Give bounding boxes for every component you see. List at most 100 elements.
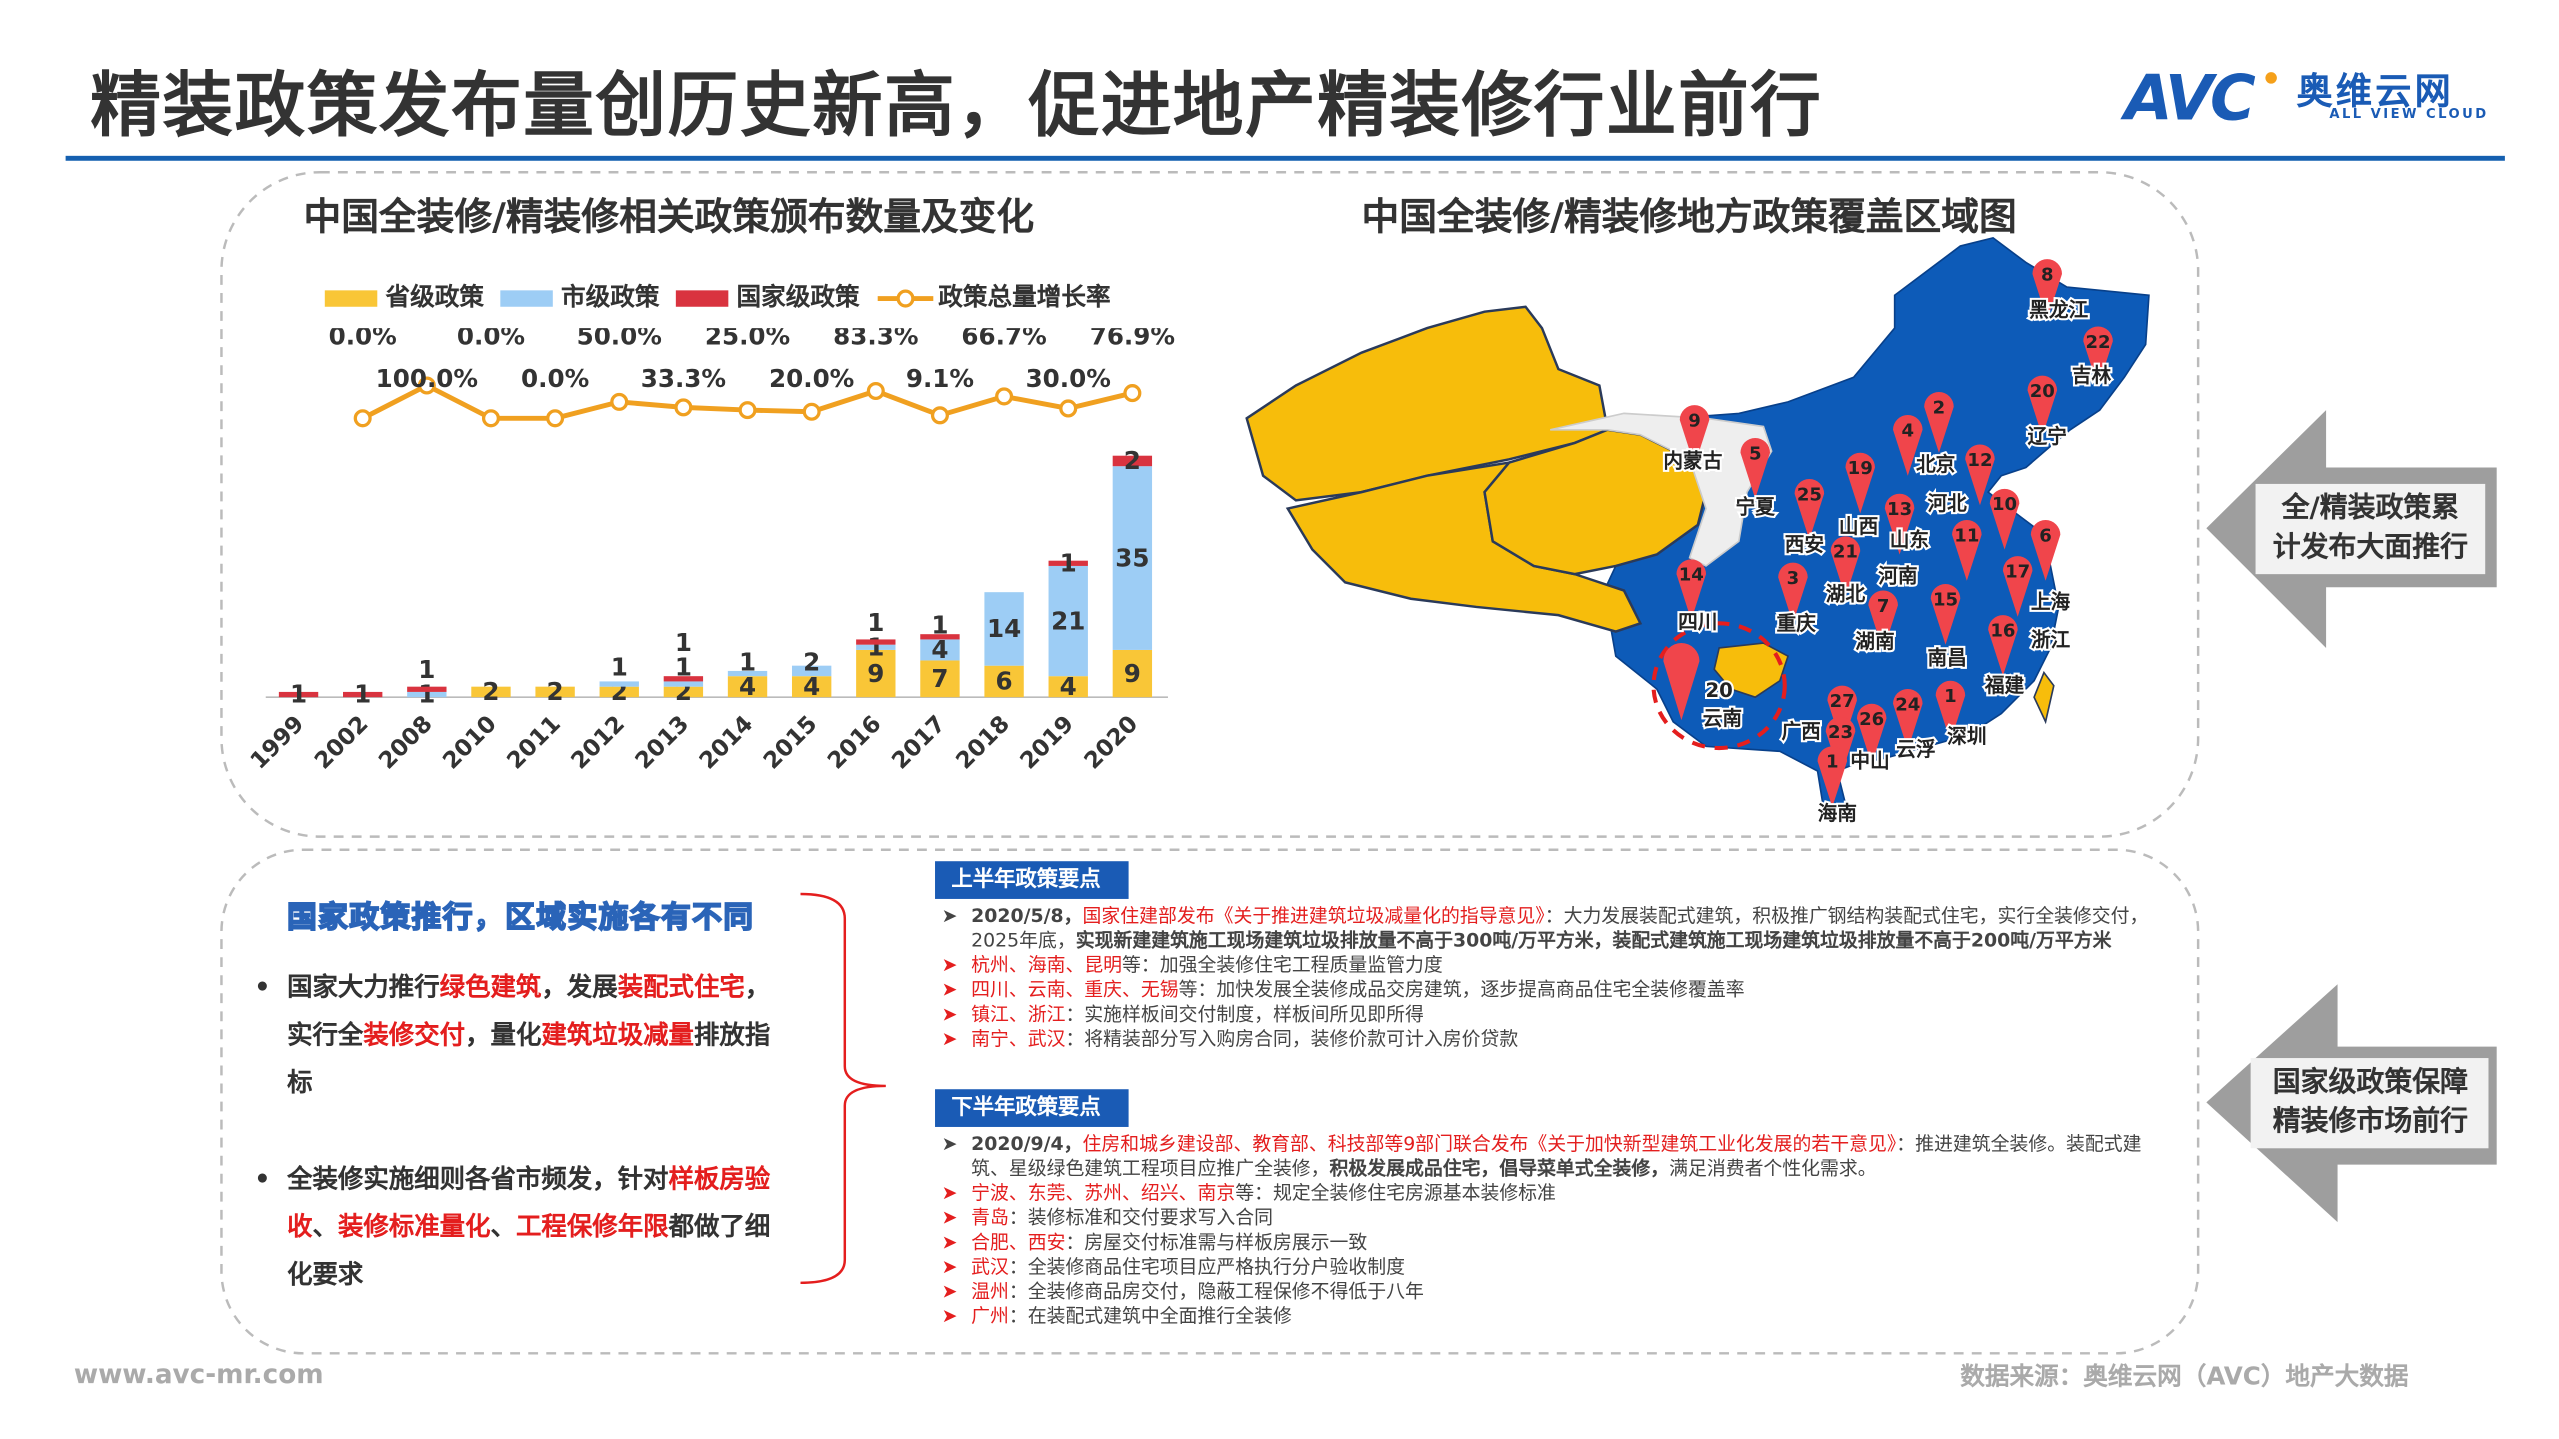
- x-tick-label: 2013: [631, 711, 695, 775]
- avc-logo: AVC 奥维云网 ALL VIEW CLOUD: [2124, 62, 2505, 134]
- text-segment: ，实行全: [287, 972, 771, 1050]
- bar-segment: [791, 676, 832, 698]
- second-half-policy-list: ➤ 2020/9/4，住房和城乡建设部、教育部、科技部等9部门联合发布《关于加快新…: [938, 1132, 2168, 1329]
- map-pin-icon: 13: [1884, 493, 1915, 555]
- map-region-label: 中山: [1850, 750, 1889, 773]
- bar-segment: [407, 691, 447, 698]
- map-pin-icon: 19: [1845, 452, 1875, 514]
- callout-top: 全/精装政策累计发布大面推行: [2272, 492, 2468, 565]
- policy-text: 温州：全装修商品房交付，隐蔽工程保修不得低于八年: [971, 1280, 1424, 1303]
- bar-segment: [663, 681, 704, 687]
- map-region-label: 上海: [2031, 591, 2071, 614]
- bar-label: 14: [987, 614, 1021, 643]
- bullet-arrow-icon: ➤: [941, 1304, 958, 1328]
- map-region-label: 黑龙江: [2029, 299, 2088, 322]
- text-segment: ：全装修商品住宅项目应严格执行分户验收制度: [1008, 1254, 1406, 1278]
- growth-point: [417, 376, 436, 395]
- x-tick-label: 2012: [566, 711, 630, 775]
- legend-swatch: [324, 289, 378, 306]
- growth-label: 66.7%: [961, 328, 1046, 350]
- growth-label: 100.0%: [376, 364, 478, 393]
- bullet-arrow-icon: ➤: [941, 977, 958, 1001]
- policy-item: ➤ 武汉：全装修商品住宅项目应严格执行分户验收制度: [938, 1255, 2168, 1280]
- growth-label: 76.9%: [1090, 328, 1175, 350]
- policy-item: ➤ 青岛：装修标准和交付要求写入合同: [938, 1206, 2168, 1231]
- map-pin-icon: [1663, 643, 1700, 721]
- map-pin-icon: 8: [2032, 259, 2062, 320]
- x-tick-label: 2020: [1080, 711, 1144, 775]
- bar-label: 1: [675, 628, 692, 657]
- policy-text: 镇江、浙江：实施样板间交付制度，样板间所见即所得: [971, 1002, 1424, 1025]
- policy-item: ➤ 四川、云南、重庆、无锡等：加快发展全装修成品交房建筑，逐步提高商品住宅全装修覆…: [938, 978, 2168, 1003]
- bullet-arrow-icon: ➤: [941, 1002, 958, 1026]
- growth-point: [866, 381, 885, 400]
- bar-segment: [663, 676, 704, 682]
- bullet-arrow-icon: ➤: [941, 1279, 958, 1303]
- map-region-label: 宁夏: [1736, 495, 1776, 518]
- x-tick-label: 2010: [438, 711, 502, 775]
- highlight-circle: [1651, 621, 1787, 751]
- bar-segment: [1112, 466, 1153, 650]
- summary-heading: 国家政策推行，区域实施各有不同: [286, 900, 755, 936]
- map-title: 中国全装修/精装修地方政策覆盖区域图: [1361, 196, 2017, 240]
- bullet-text: 全装修实施细则各省市频发，针对样板房验收、装修标准量化、工程保修年限都做了细化要…: [287, 1156, 796, 1299]
- bar-segment: [535, 686, 575, 698]
- pin-number: 19: [1848, 458, 1873, 479]
- legend-label: 政策总量增长率: [938, 282, 1111, 312]
- text-segment: 2020/9/4，: [971, 1131, 1083, 1155]
- map-region-label: 河南: [1878, 564, 1917, 587]
- bullet-arrow-icon: ➤: [941, 953, 958, 977]
- pin-number: 10: [1992, 494, 2017, 515]
- highlight-text: 温州: [971, 1279, 1009, 1303]
- bullet-arrow-icon: ➤: [941, 1230, 958, 1254]
- footer-website[interactable]: www.avc-mr.com: [73, 1358, 324, 1390]
- text-segment: ：实施样板间交付制度，样板间所见即所得: [1065, 1002, 1424, 1026]
- pin-number: 5: [1749, 443, 1762, 464]
- text-segment: 都做了细化要求: [287, 1212, 771, 1290]
- growth-label: 83.3%: [833, 328, 918, 350]
- highlight-text: 四川、云南、重庆、无锡: [971, 977, 1179, 1001]
- pin-number: 16: [1990, 620, 2015, 641]
- text-segment: ：装修标准和交付要求写入合同: [1008, 1205, 1273, 1229]
- map-region-tibet: [1285, 460, 1643, 633]
- policy-item: ➤ 2020/9/4，住房和城乡建设部、教育部、科技部等9部门联合发布《关于加快新…: [938, 1132, 2168, 1181]
- growth-point: [546, 409, 565, 428]
- bar-label: 2: [1124, 446, 1141, 475]
- map-pin-icon: 1: [1935, 680, 1966, 742]
- bar-segment: [343, 691, 383, 698]
- bar-label: 2: [803, 647, 820, 676]
- pin-number: 25: [1797, 484, 1822, 505]
- legend-swatch: [500, 289, 553, 306]
- x-tick-label: 2008: [374, 711, 438, 775]
- text-segment: 满足消费者个性化需求。: [1669, 1156, 1877, 1180]
- bar-label: 9: [867, 659, 884, 688]
- text-segment: ：在装配式建筑中全面推行全装修: [1008, 1304, 1292, 1328]
- bar-segment: [1112, 455, 1153, 467]
- policy-item: ➤ 2020/5/8，国家住建部发布《关于推进建筑垃圾减量化的指导意见》：大力发展…: [938, 904, 2168, 953]
- bar-segment: [791, 665, 832, 677]
- bar-segment: [856, 649, 896, 698]
- pin-number: 1: [1826, 752, 1839, 773]
- bar-label: 1: [739, 647, 756, 676]
- callout-bottom: 国家级政策保障精装修市场前行: [2272, 1066, 2468, 1139]
- text-segment: 、: [312, 1212, 338, 1242]
- text-segment: 等：加强全装修住宅工程质量监管力度: [1122, 953, 1443, 977]
- bullet-arrow-icon: ➤: [941, 903, 958, 927]
- text-segment: ：房屋交付标准需与样板房展示一致: [1065, 1230, 1368, 1254]
- map-pin-icon: 16: [1988, 615, 2018, 676]
- policy-text: 杭州、海南、昆明等：加强全装修住宅工程质量监管力度: [971, 953, 1443, 976]
- chart-title: 中国全装修/精装修相关政策颁布数量及变化: [303, 196, 1035, 240]
- pin-number: 6: [2039, 525, 2052, 546]
- title-divider: [65, 155, 2505, 161]
- map-region-label: 海南: [1818, 802, 1857, 825]
- growth-label: 20.0%: [769, 364, 854, 393]
- map-pin-icon: 23: [1825, 716, 1856, 778]
- policy-item: ➤ 广州：在装配式建筑中全面推行全装修: [938, 1304, 2168, 1329]
- policy-text: 武汉：全装修商品住宅项目应严格执行分户验收制度: [971, 1255, 1405, 1278]
- legend-growth: 政策总量增长率: [877, 279, 1111, 313]
- map-pin-icon: 15: [1930, 583, 1961, 645]
- pin-number: 26: [1859, 709, 1884, 730]
- legend-municipal: 市级政策: [500, 279, 659, 313]
- bar-label: 1: [290, 680, 307, 709]
